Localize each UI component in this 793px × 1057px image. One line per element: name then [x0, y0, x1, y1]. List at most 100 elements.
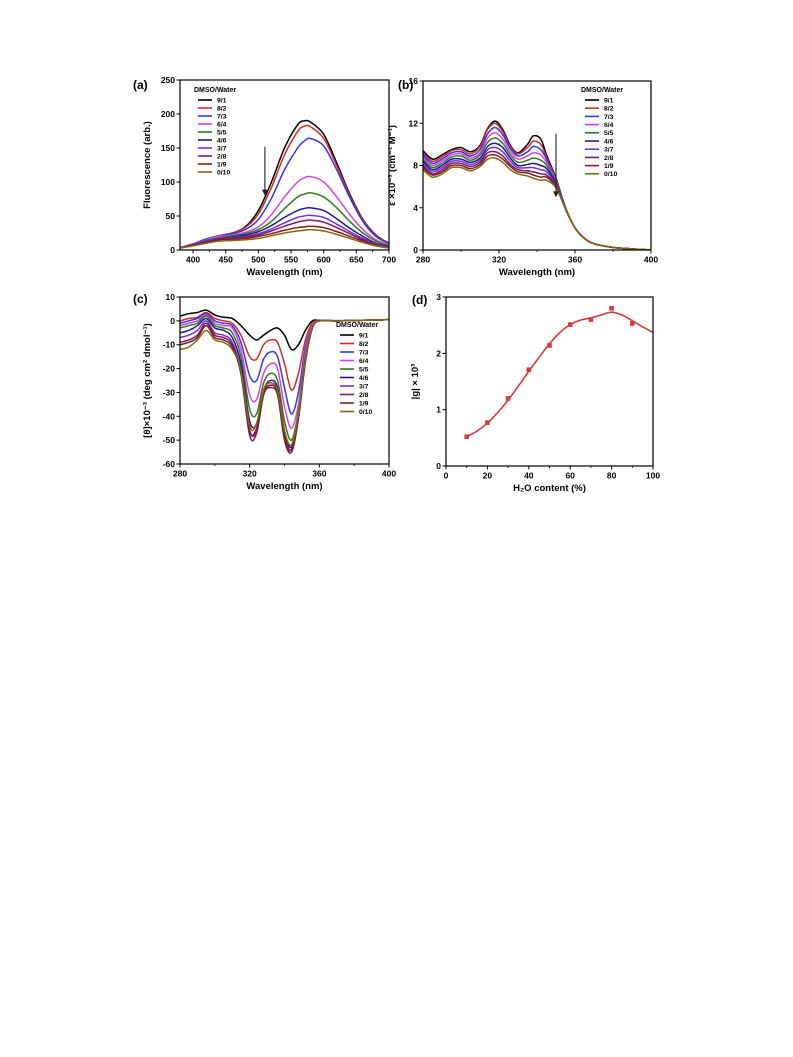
x-tick-label: 20 — [483, 471, 493, 481]
series-line-7-3 — [423, 126, 651, 250]
x-axis-label: Wavelength (nm) — [499, 267, 575, 278]
legend-entry: 1/9 — [604, 163, 614, 170]
legend-entry: 5/5 — [359, 366, 369, 373]
y-tick-label: 4 — [413, 203, 418, 213]
x-tick-label: 280 — [416, 255, 430, 265]
legend-entry: 7/3 — [604, 114, 614, 121]
plot-area — [423, 120, 651, 250]
y-tick-label: 0 — [436, 461, 441, 471]
x-tick-label: 650 — [349, 255, 363, 265]
series-line-6-4 — [423, 132, 651, 250]
data-point — [485, 420, 490, 425]
y-tick-label: 0 — [170, 316, 175, 326]
legend: DMSO/Water 9/1 8/27/36/45/54/6 3/72/81/90/1… — [581, 87, 623, 178]
series-line-8-2 — [423, 122, 651, 250]
series-line-5-5 — [423, 137, 651, 250]
x-axis-label: Wavelength (nm) — [246, 481, 322, 492]
x-tick-label: 320 — [243, 469, 257, 479]
data-point — [609, 305, 614, 311]
data-point — [630, 321, 635, 326]
y-tick-label: 200 — [161, 109, 175, 119]
x-tick-label: 100 — [646, 471, 660, 481]
legend-entry: 1/9 — [359, 400, 369, 407]
legend-title: DMSO/Water — [581, 87, 623, 94]
x-tick-label: 360 — [568, 255, 582, 265]
x-tick-label: 400 — [644, 255, 658, 265]
x-tick-label: 450 — [219, 255, 233, 265]
legend-entry: 3/7 — [604, 147, 614, 154]
y-tick-label: 50 — [166, 211, 176, 221]
plot-area — [180, 119, 389, 249]
legend-entry: 1/9 — [217, 161, 227, 168]
data-point — [526, 367, 532, 372]
series-line-0-10 — [423, 157, 651, 250]
legend-entry: 9/1 — [604, 97, 614, 104]
y-tick-label: 3 — [436, 292, 441, 302]
panel-b: 280 320 360 400 0 4 8 12 16 Wavelength (nm) ε ×10⁻… — [387, 76, 658, 278]
legend-entry: 7/3 — [217, 113, 227, 120]
legend-entry: 8/2 — [359, 341, 369, 348]
x-tick-label: 320 — [492, 255, 506, 265]
panel-label: (c) — [133, 292, 148, 306]
y-tick-label: 12 — [409, 118, 419, 128]
trend-arrowhead — [553, 191, 559, 198]
legend-entry: 0/10 — [604, 171, 617, 178]
x-tick-label: 700 — [382, 255, 396, 265]
fit-curve — [466, 311, 653, 438]
legend-entry: 0/10 — [359, 409, 372, 416]
series-line-0-10 — [180, 318, 389, 447]
x-tick-label: 280 — [173, 469, 187, 479]
x-tick-label: 0 — [444, 471, 449, 481]
y-tick-label: -50 — [163, 435, 176, 445]
x-tick-label: 80 — [607, 471, 617, 481]
x-tick-label: 600 — [317, 255, 331, 265]
legend-entry: 9/1 — [217, 97, 227, 104]
series-line-6-4 — [180, 175, 389, 249]
x-tick-label: 60 — [565, 471, 575, 481]
y-tick-label: 8 — [413, 161, 418, 171]
y-tick-label: 16 — [409, 76, 419, 86]
y-axis-label: Fluorescence (arb.) — [142, 121, 153, 209]
series-line-3-7 — [180, 214, 389, 249]
y-axis-label: ε ×10⁻³ (cm⁻¹ M⁻¹) — [387, 125, 398, 206]
legend-entry: 2/8 — [604, 155, 614, 162]
y-tick-label: -40 — [163, 411, 176, 421]
legend-entry: 8/2 — [604, 106, 614, 113]
legend-entry: 6/4 — [359, 358, 369, 365]
y-tick-label: -60 — [163, 459, 176, 469]
data-point — [567, 322, 573, 327]
y-tick-label: 0 — [413, 245, 418, 255]
data-point — [588, 317, 594, 322]
panel-label: (b) — [398, 78, 413, 92]
legend-entry: 2/8 — [217, 153, 227, 160]
legend-entry: 4/6 — [217, 137, 227, 144]
legend-entry: 4/6 — [604, 138, 614, 145]
panel-c: 280 320 360 400 10 0 -10 -20 -30 -40 -50 -60 Wavelen… — [133, 292, 396, 492]
y-tick-label: -20 — [163, 364, 176, 374]
x-axis-label: Wavelength (nm) — [246, 267, 322, 278]
y-tick-label: -10 — [163, 340, 176, 350]
legend-entry: 7/3 — [359, 349, 369, 356]
plot-frame — [179, 79, 390, 251]
y-tick-label: 1 — [436, 405, 441, 415]
y-tick-label: -30 — [163, 387, 176, 397]
legend-title: DMSO/Water — [194, 87, 236, 94]
x-tick-label: 40 — [524, 471, 534, 481]
y-tick-label: 2 — [436, 348, 441, 358]
x-tick-label: 500 — [251, 255, 265, 265]
plot-area — [180, 309, 389, 454]
series-line-0-10 — [180, 228, 389, 249]
x-tick-label: 400 — [382, 469, 396, 479]
data-point — [547, 343, 552, 348]
y-tick-label: 0 — [170, 245, 175, 255]
y-tick-label: 10 — [166, 292, 176, 302]
legend-entry: 5/5 — [217, 129, 227, 136]
series-line-9-1 — [423, 120, 651, 250]
series-line-1-9 — [180, 225, 389, 249]
legend-entry: 6/4 — [217, 121, 227, 128]
panel-label: (d) — [412, 293, 427, 307]
trend-arrowhead — [261, 189, 268, 196]
legend-entry: 3/7 — [217, 145, 227, 152]
legend-entry: 3/7 — [359, 383, 369, 390]
